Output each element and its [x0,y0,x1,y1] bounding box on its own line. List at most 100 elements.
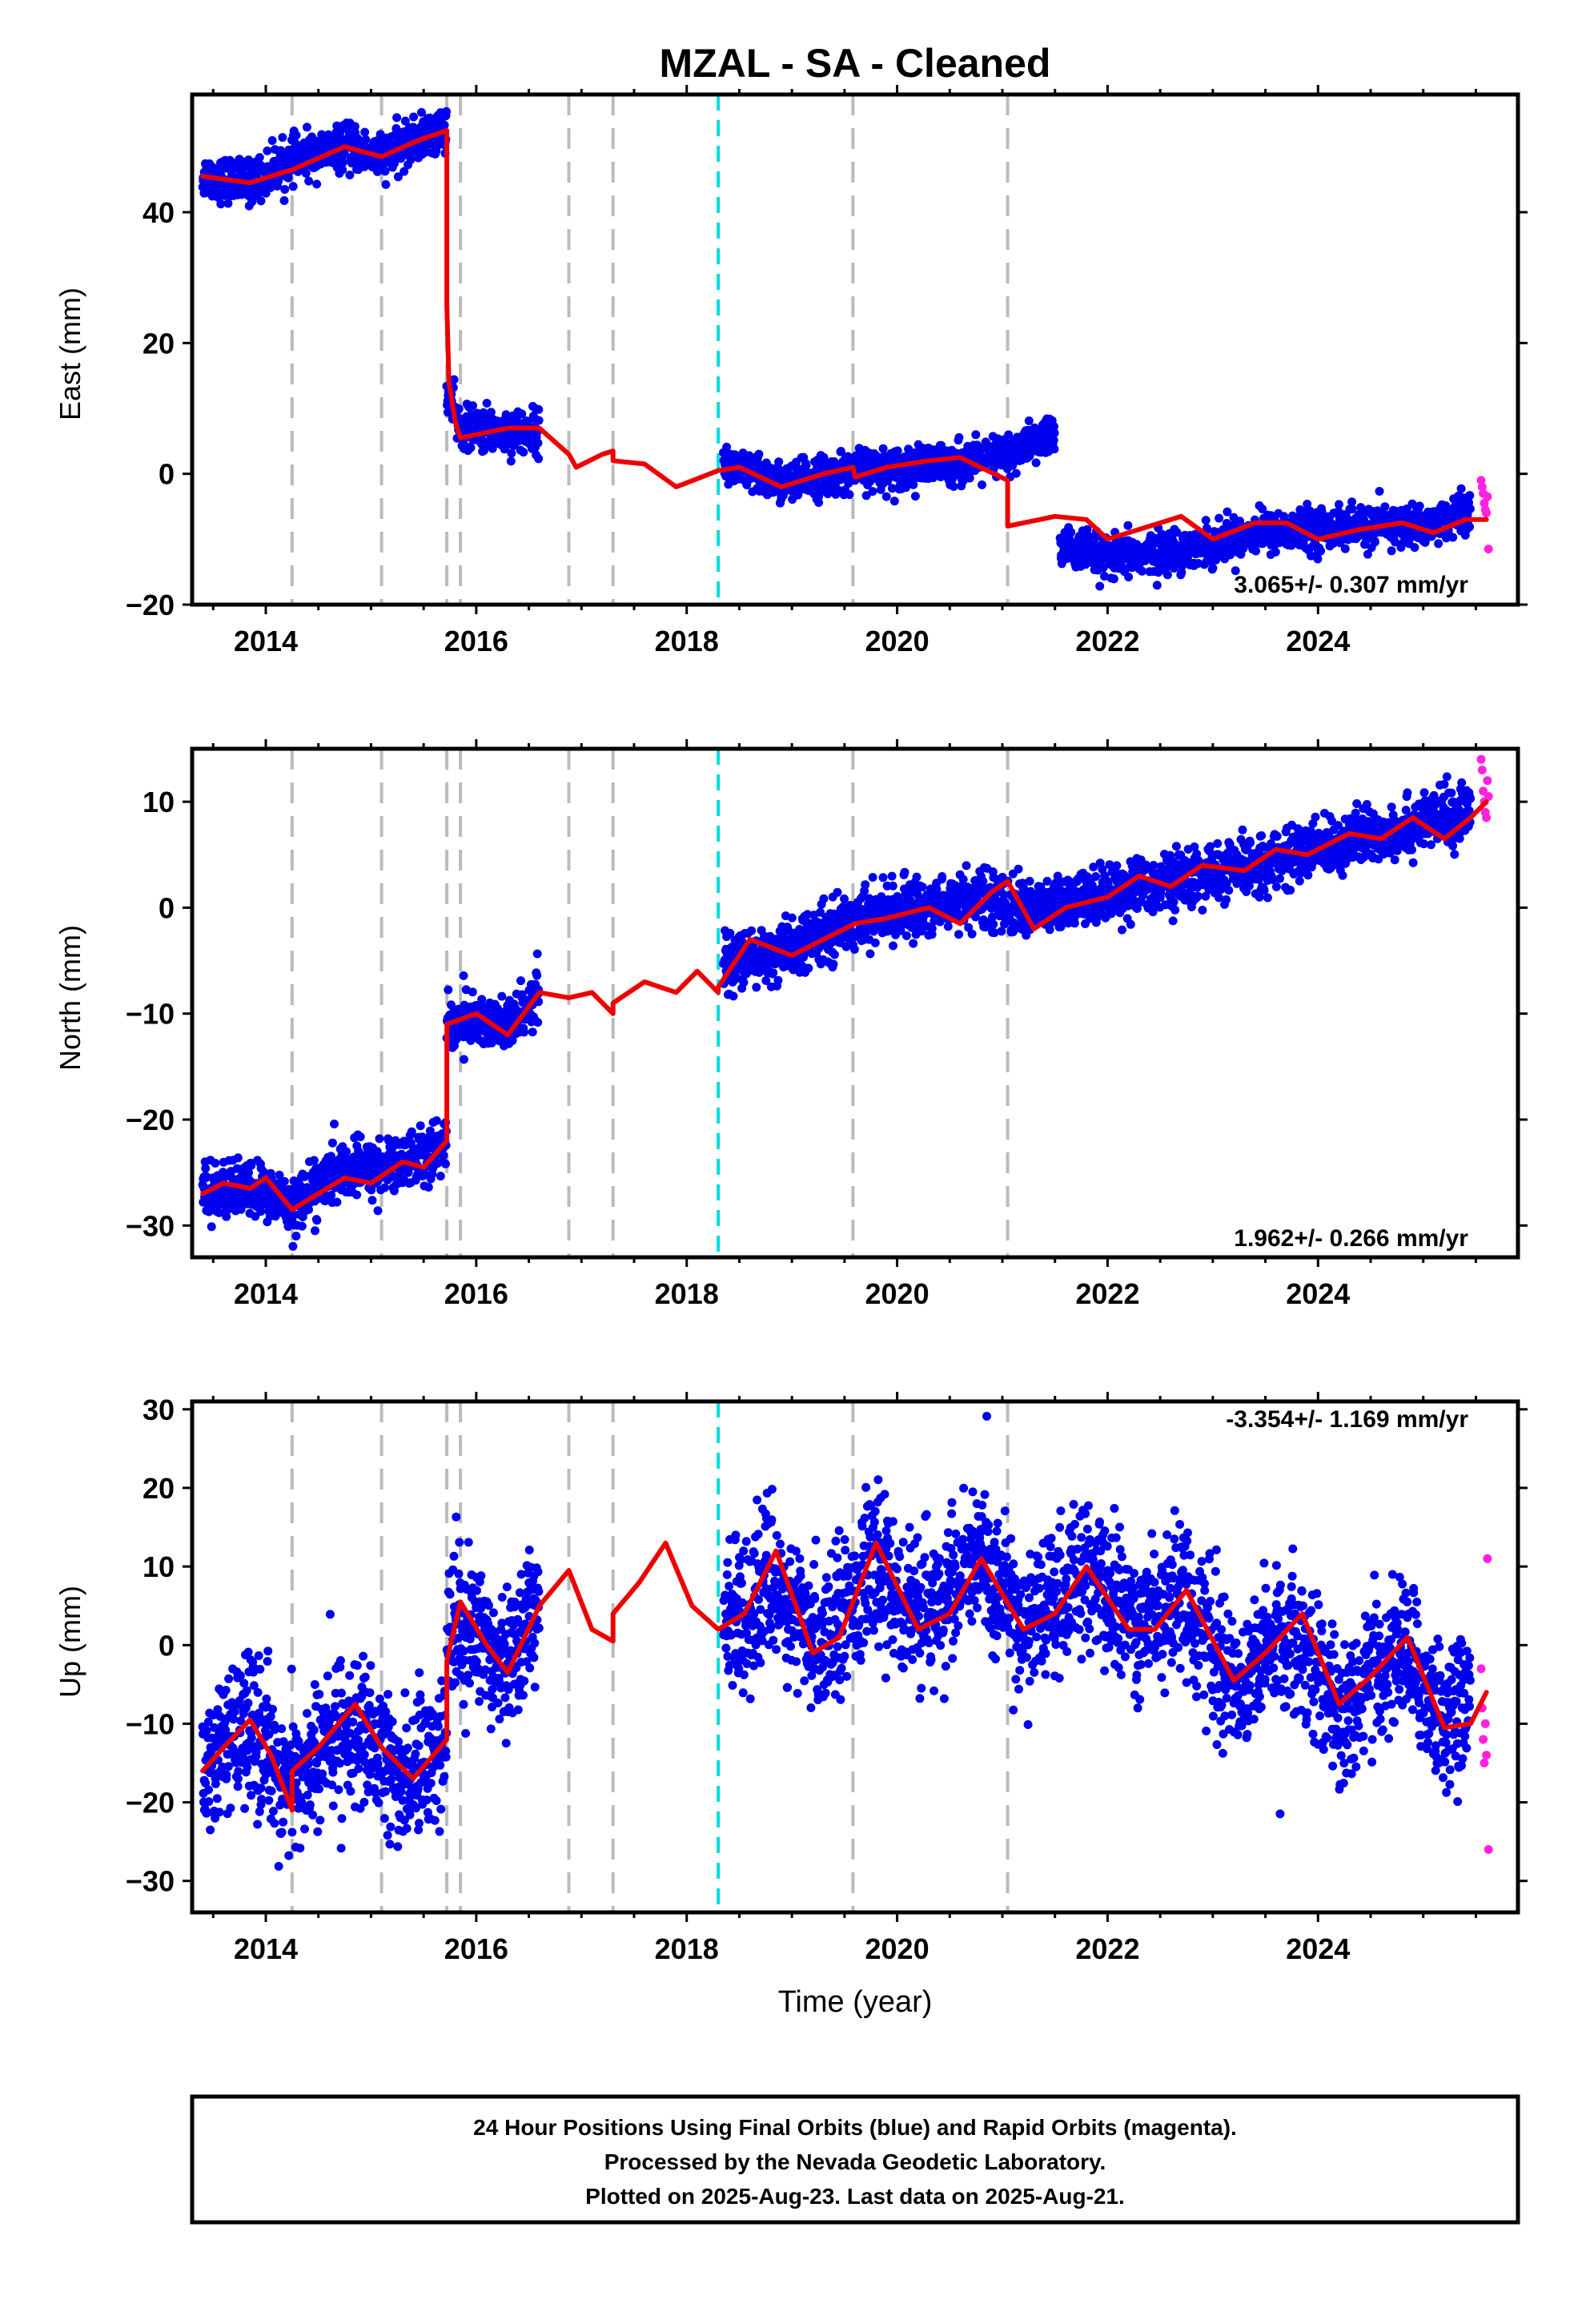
east-final-orbit-point [392,113,402,123]
north-final-orbit-point [275,1170,284,1180]
east-final-orbit-point [361,135,371,144]
east-final-orbit-point [1391,537,1400,547]
east-final-orbit-point [279,196,289,205]
north-final-orbit-point [373,1206,383,1216]
east-final-orbit-point [449,375,459,384]
north-final-orbit-point [211,1159,220,1168]
east-final-orbit-point [774,457,784,467]
north-final-orbit-point [233,1153,243,1163]
east-final-orbit-point [501,410,511,420]
east-final-orbit-point [814,498,824,507]
east-final-orbit-point [1434,539,1443,549]
east-y-tick-label: 40 [143,196,175,229]
east-y-tick-label: −20 [126,589,175,621]
north-final-orbit-point [517,990,527,999]
east-final-orbit-point [216,199,226,209]
east-final-orbit-point [1123,521,1133,530]
east-final-orbit-point [1201,516,1211,525]
north-final-orbit-point [943,922,953,931]
north-final-orbit-point [311,1226,319,1236]
north-final-orbit-point [964,923,974,932]
east-final-orbit-point [393,172,403,182]
east-final-orbit-point [971,430,981,440]
north-final-orbit-point [917,883,927,891]
east-final-orbit-point [1215,513,1224,523]
north-final-orbit-point [207,1222,216,1232]
east-final-orbit-point [1375,487,1384,496]
east-final-orbit-point [1231,566,1240,576]
north-final-orbit-point [367,1196,377,1205]
east-final-orbit-point [801,460,811,470]
north-final-orbit-point [497,991,507,1001]
east-final-orbit-point [1124,573,1134,581]
east-final-orbit-point [1172,528,1182,537]
east-final-orbit-point [1050,422,1058,431]
east-final-orbit-point [1380,502,1390,512]
east-final-orbit-point [722,442,732,452]
east-final-orbit-point [280,185,290,194]
north-final-orbit-point [439,1151,448,1160]
north-final-orbit-point [901,931,911,940]
north-final-orbit-point [425,1126,435,1136]
north-final-orbit-point [739,978,749,987]
east-final-orbit-point [994,434,1003,444]
north-plot-content [198,749,1493,1257]
east-final-orbit-point [814,492,824,501]
north-final-orbit-point [787,913,797,923]
north-final-orbit-point [990,928,999,938]
east-final-orbit-point [244,155,253,165]
north-final-orbit-point [312,1216,322,1225]
east-final-orbit-point [267,136,277,145]
east-final-orbit-point [1082,525,1092,534]
east-final-orbit-point [1049,436,1058,445]
north-final-orbit-point [309,1156,319,1165]
north-final-orbit-point [999,891,1009,900]
east-final-orbit-point [881,492,891,501]
north-final-orbit-point [407,1127,416,1136]
east-final-orbit-point [263,146,272,155]
east-x-tick-label: 2016 [444,625,508,657]
east-final-orbit-point [861,491,871,501]
east-final-orbit-point [291,131,301,140]
east-final-orbit-point [312,179,322,189]
east-final-orbit-point [256,196,266,206]
north-final-orbit-point [878,873,888,883]
north-final-orbit-point [236,1204,246,1214]
east-final-orbit-point [1050,428,1059,438]
east-final-orbit-point [1456,484,1466,493]
east-final-orbit-point [901,483,910,493]
north-final-orbit-point [516,976,525,986]
east-final-orbit-point [417,107,426,117]
north-final-orbit-point [404,1168,413,1177]
north-final-orbit-point [1001,898,1010,907]
east-model-curve [200,127,1489,542]
east-x-tick-label: 2014 [234,625,298,657]
east-x-tick-label: 2018 [655,625,719,657]
north-final-orbit-point [460,1055,468,1064]
north-final-orbit-point [288,1241,298,1251]
east-final-orbit-point [1370,537,1379,547]
east-final-orbit-point [301,168,311,178]
east-final-orbit-point [904,444,913,454]
north-final-orbit-point [375,1134,384,1144]
east-final-orbit-point [466,443,476,452]
east-final-orbit-point [454,404,464,413]
north-final-orbit-point [962,861,971,870]
north-final-orbit-point [424,1183,433,1192]
north-final-orbit-point [355,1132,365,1141]
north-final-orbit-point [829,959,838,969]
east-final-orbit-point [381,179,391,189]
north-final-orbit-point [889,941,897,951]
east-final-orbit-point [288,182,298,191]
east-final-orbit-point [1271,547,1280,557]
east-final-orbit-point [1347,505,1357,514]
east-final-orbit-point [978,480,986,489]
north-final-orbit-point [436,1172,445,1181]
east-final-orbit-point [1081,560,1090,569]
east-rapid-orbit-point [1480,498,1489,508]
east-final-orbit-point [255,153,264,163]
east-final-orbit-point [533,438,543,448]
north-final-orbit-point [222,1212,231,1221]
north-final-orbit-point [912,872,921,882]
east-final-orbit-point [338,165,347,175]
